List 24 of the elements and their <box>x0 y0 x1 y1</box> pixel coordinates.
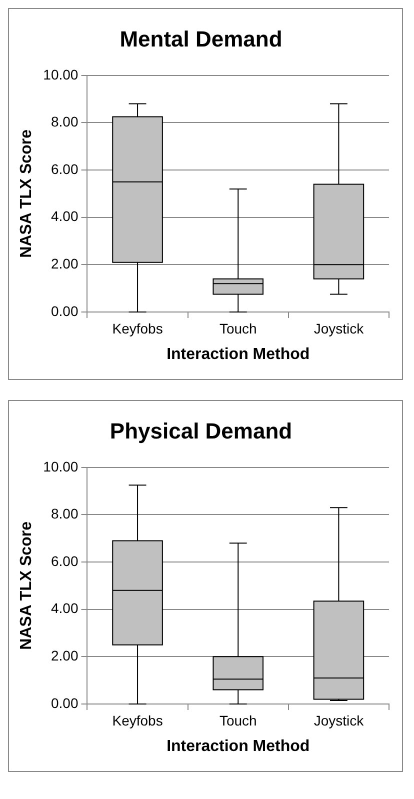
y-tick-label: 8.00 <box>50 506 78 522</box>
y-tick-label: 0.00 <box>50 302 78 319</box>
y-tick-label: 2.00 <box>50 648 78 664</box>
x-tick-label: Joystick <box>314 712 365 728</box>
y-tick-label: 8.00 <box>50 114 78 130</box>
x-tick-label: Touch <box>219 320 257 336</box>
x-axis-title: Interaction Method <box>166 346 310 363</box>
x-tick-label: Joystick <box>314 320 365 336</box>
y-tick-label: 4.00 <box>50 600 78 616</box>
y-tick-label: 6.00 <box>50 160 78 177</box>
y-tick-label: 0.00 <box>50 694 78 711</box>
y-axis-title: NASA TLX Score <box>18 129 36 258</box>
x-tick-label: Touch <box>219 712 257 728</box>
chart-title: Mental Demand <box>120 26 282 52</box>
y-tick-label: 10.00 <box>43 66 78 82</box>
x-tick-label: Keyfobs <box>112 320 163 336</box>
y-tick-label: 2.00 <box>50 256 78 272</box>
y-axis-title: NASA TLX Score <box>18 521 36 650</box>
chart-title: Physical Demand <box>110 418 292 444</box>
x-axis-title: Interaction Method <box>166 738 310 755</box>
x-tick-label: Keyfobs <box>112 712 163 728</box>
y-tick-label: 6.00 <box>50 552 78 569</box>
y-tick-label: 4.00 <box>50 208 78 224</box>
y-tick-label: 10.00 <box>43 458 78 474</box>
